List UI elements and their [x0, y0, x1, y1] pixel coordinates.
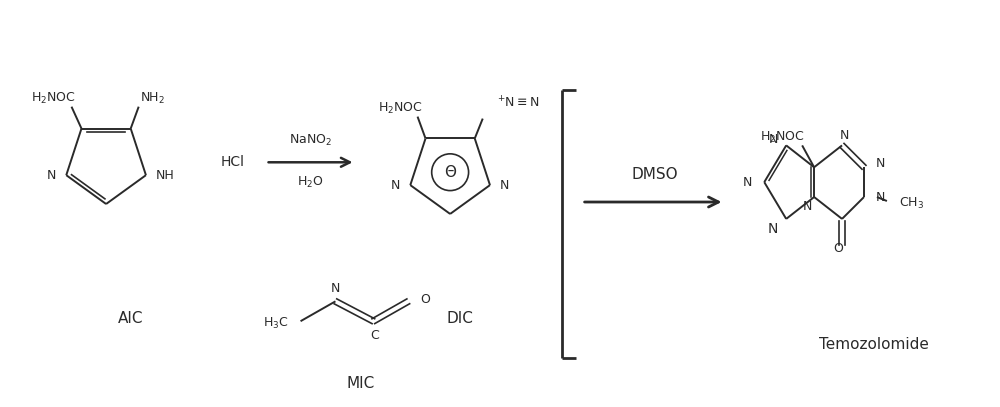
Text: O: O [833, 242, 843, 255]
Text: Θ: Θ [444, 165, 456, 180]
Text: H$_2$NOC: H$_2$NOC [760, 130, 805, 145]
Text: NH: NH [156, 168, 175, 182]
Text: N: N [743, 176, 752, 189]
Text: N: N [876, 190, 885, 204]
Text: N: N [839, 129, 849, 142]
Text: O: O [420, 293, 430, 306]
Text: H$_2$NOC: H$_2$NOC [378, 101, 423, 116]
Text: CH$_3$: CH$_3$ [899, 195, 924, 210]
Text: N: N [769, 133, 778, 146]
Text: NH$_2$: NH$_2$ [140, 91, 165, 106]
Text: H$_2$NOC: H$_2$NOC [31, 91, 76, 106]
Text: N: N [876, 157, 885, 170]
Text: N: N [391, 179, 400, 192]
Text: Temozolomide: Temozolomide [819, 337, 929, 352]
Text: H$_3$C: H$_3$C [263, 315, 289, 331]
Text: NaNO$_2$: NaNO$_2$ [289, 133, 332, 148]
Text: DMSO: DMSO [631, 167, 678, 182]
Text: N: N [47, 168, 56, 182]
Text: DIC: DIC [447, 311, 474, 326]
Text: MIC: MIC [346, 376, 375, 391]
Text: AIC: AIC [118, 311, 144, 326]
Text: H$_2$O: H$_2$O [297, 175, 324, 190]
Text: N: N [331, 282, 340, 295]
Text: N: N [500, 179, 509, 192]
Text: $^{+}$N$\equiv$N: $^{+}$N$\equiv$N [497, 95, 539, 110]
Text: N: N [768, 222, 778, 236]
Text: C: C [370, 328, 379, 341]
Text: N: N [803, 200, 812, 213]
Text: HCl: HCl [221, 155, 245, 169]
